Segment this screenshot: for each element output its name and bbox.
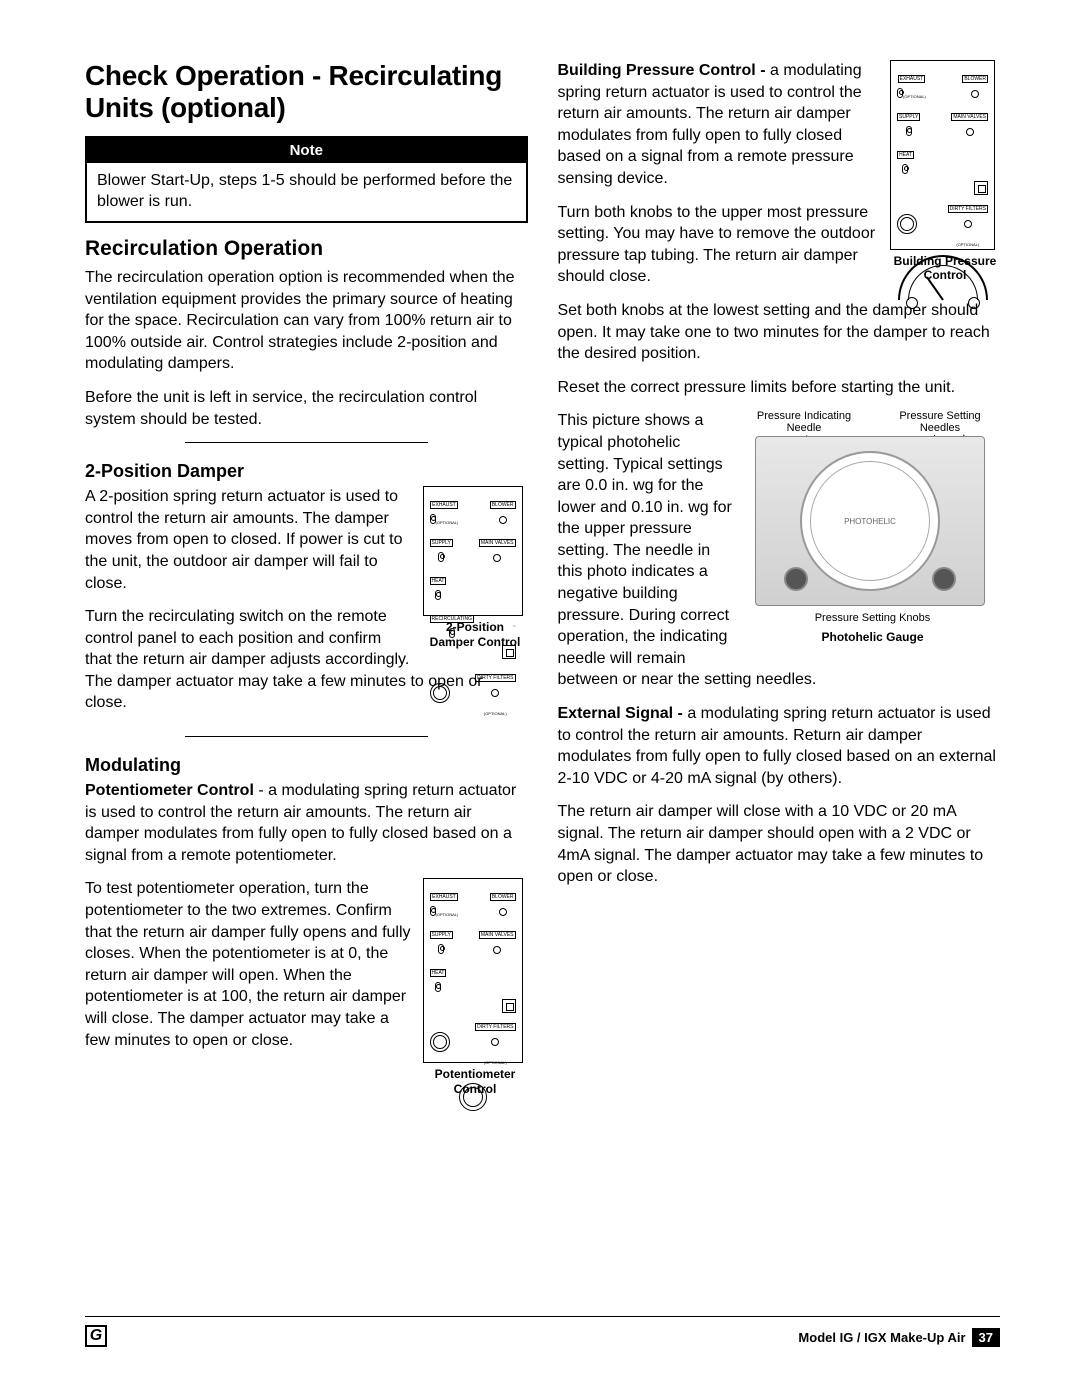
- heading-recirculation: Recirculation Operation: [85, 237, 528, 261]
- figure-photohelic-gauge: Pressure Indicating Needle Pressure Sett…: [745, 410, 1000, 644]
- note-body: Blower Start-Up, steps 1-5 should be per…: [87, 163, 526, 221]
- note-heading: Note: [87, 138, 526, 163]
- heading-modulating: Modulating: [85, 755, 528, 776]
- heading-2position: 2-Position Damper: [85, 461, 528, 482]
- note-box: Note Blower Start-Up, steps 1-5 should b…: [85, 136, 528, 223]
- caption-photohelic: Photohelic Gauge: [745, 630, 1000, 644]
- figure-building-pressure-control: EXHAUST(OPTIONAL)BLOWER SUPPLYMAIN VALVE…: [890, 60, 1000, 283]
- page-title: Check Operation - Recirculating Units (o…: [85, 60, 528, 124]
- figure-potentiometer-control: EXHAUST(OPTIONAL)BLOWER SUPPLYMAIN VALVE…: [423, 878, 528, 1096]
- divider: [185, 736, 428, 737]
- page-number: 37: [972, 1328, 1000, 1347]
- para: The recirculation operation option is re…: [85, 267, 528, 375]
- model-label: Model IG / IGX Make-Up Air: [798, 1330, 965, 1345]
- brand-logo: G: [85, 1325, 107, 1347]
- para: Reset the correct pressure limits before…: [558, 377, 1001, 399]
- divider: [185, 442, 428, 443]
- footer-rule: [85, 1316, 1000, 1317]
- figure-2position-control: EXHAUST(OPTIONAL)BLOWER SUPPLYMAIN VALVE…: [423, 486, 528, 649]
- para: The return air damper will close with a …: [558, 801, 1001, 887]
- para: External Signal - a modulating spring re…: [558, 703, 1001, 789]
- page-footer: Model IG / IGX Make-Up Air 37: [798, 1328, 1000, 1347]
- para: Potentiometer Control - a modulating spr…: [85, 780, 528, 866]
- para: Before the unit is left in service, the …: [85, 387, 528, 430]
